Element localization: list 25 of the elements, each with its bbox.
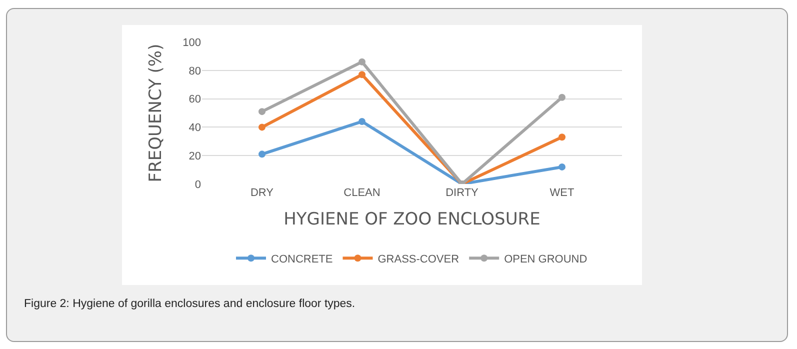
x-tick-label: CLEAN xyxy=(344,187,380,199)
y-tick-label: 60 xyxy=(188,94,201,106)
y-tick-label: 80 xyxy=(188,65,201,78)
point xyxy=(558,94,566,101)
legend-label: GRASS-COVER xyxy=(378,253,460,266)
x-axis-title: HYGIENE OF ZOO ENCLOSURE xyxy=(284,209,540,230)
point xyxy=(258,108,266,116)
y-tick-label: 100 xyxy=(182,36,201,49)
y-tick-label: 40 xyxy=(188,122,201,134)
point xyxy=(358,71,366,78)
x-tick-label: DRY xyxy=(250,187,274,199)
point xyxy=(358,58,366,66)
y-axis-title: FREQUENCY (%) xyxy=(146,44,166,182)
legend-label: CONCRETE xyxy=(271,253,333,266)
point xyxy=(558,163,566,170)
y-tick-label: 0 xyxy=(194,178,201,191)
y-tick-label: 20 xyxy=(188,150,201,162)
caption: Figure 2: Hygiene of gorilla enclosures and enclosure floor types. xyxy=(24,298,356,310)
point xyxy=(258,124,266,131)
point xyxy=(358,118,366,126)
x-tick-label: DIRTY xyxy=(446,187,480,199)
legend-label: OPEN GROUND xyxy=(504,253,588,266)
point xyxy=(558,134,566,141)
point xyxy=(258,150,266,158)
x-tick-label: WET xyxy=(550,187,574,199)
